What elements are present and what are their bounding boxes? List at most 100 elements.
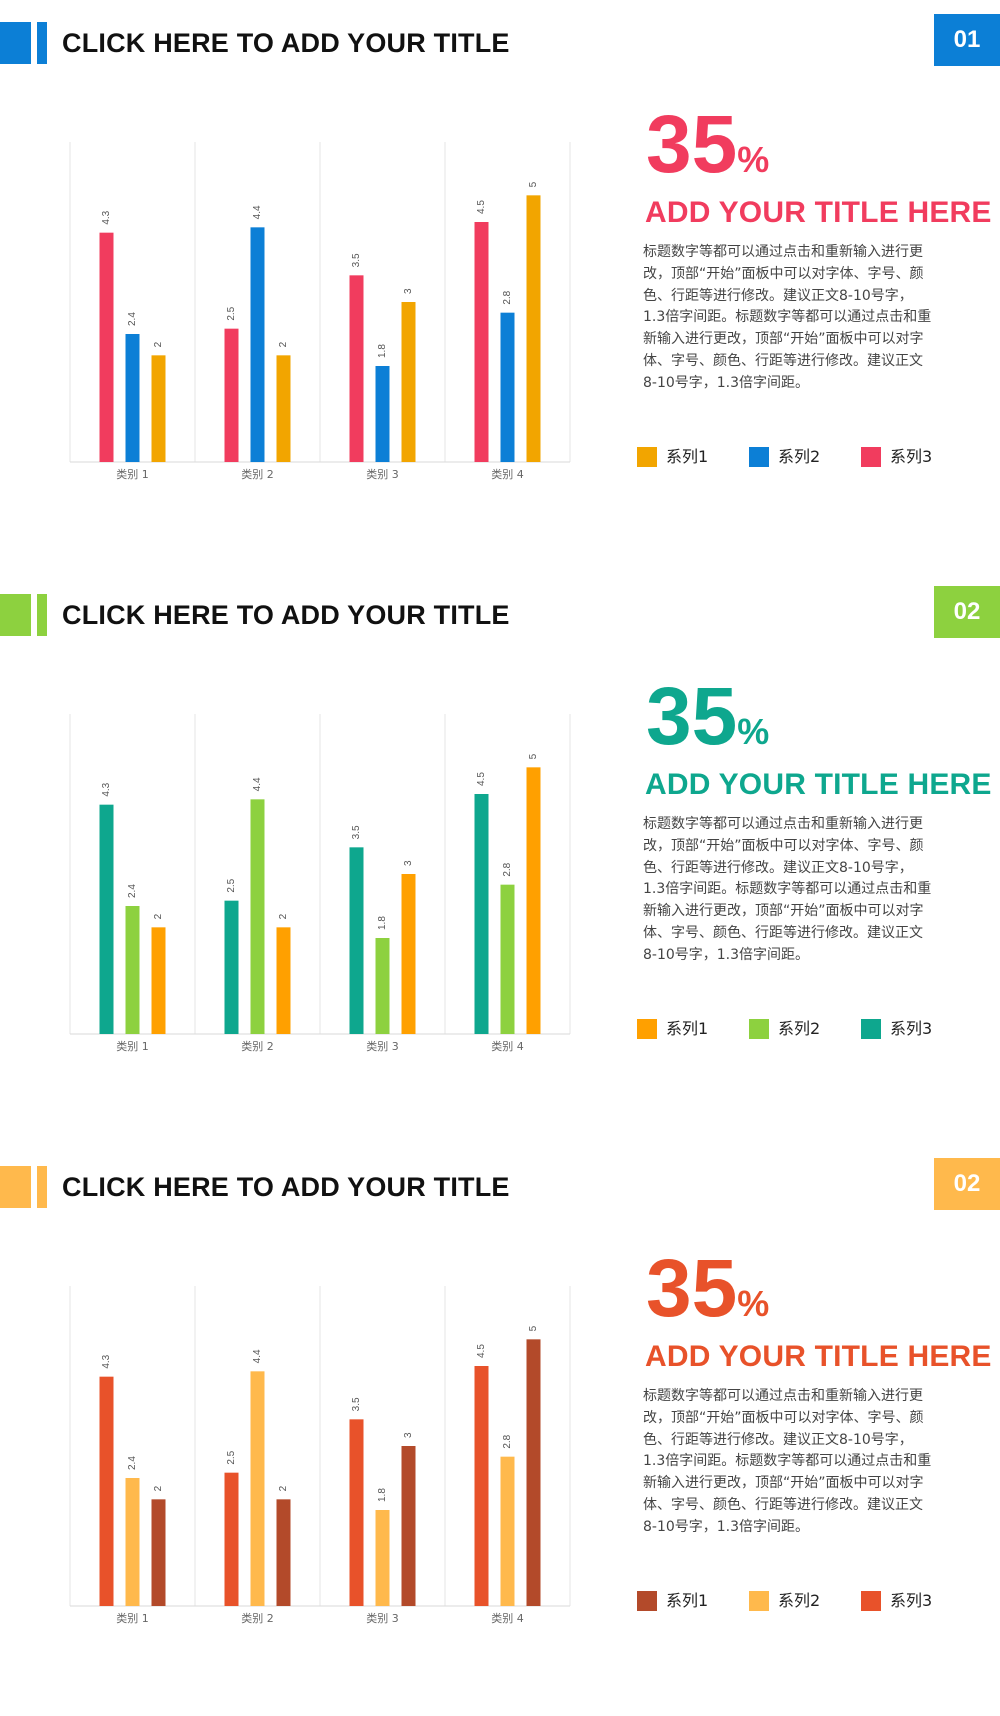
bar (250, 1371, 265, 1606)
category-label: 类别 4 (491, 467, 524, 481)
legend-swatch (637, 1019, 657, 1039)
category-label: 类别 3 (366, 1611, 399, 1625)
bar (526, 195, 541, 462)
bar-chart: 4.3 2.4 2 类别 1 2.5 4.4 2 类别 2 3.5 1.8 3 类别 3 4.5 2.8 5… (0, 1274, 600, 1644)
body-paragraph[interactable]: 标题数字等都可以通过点击和重新输入进行更改，顶部“开始”面板中可以对字体、字号、… (643, 244, 932, 391)
big-number: 35 (646, 99, 738, 190)
bar (99, 232, 114, 462)
slide-number-badge: 01 (934, 14, 1000, 66)
data-label: 2 (278, 913, 289, 919)
title-accent-bar (37, 22, 47, 64)
big-percentage[interactable]: 35% (646, 1248, 769, 1330)
legend-label: 系列2 (778, 1019, 821, 1038)
body-paragraph[interactable]: 标题数字等都可以通过点击和重新输入进行更改，顶部“开始”面板中可以对字体、字号、… (643, 1388, 932, 1535)
data-label: 3.5 (351, 825, 362, 839)
bar (349, 1419, 364, 1606)
bar (250, 227, 265, 462)
slide-number-badge: 02 (934, 1158, 1000, 1210)
data-label: 2.8 (502, 1434, 513, 1448)
bar (151, 355, 166, 462)
big-number: 35 (646, 671, 738, 762)
bar (401, 302, 416, 462)
data-label: 2 (153, 1485, 164, 1491)
highlight-subtitle[interactable]: ADD YOUR TITLE HERE (645, 1340, 992, 1373)
title-accent-block (0, 22, 31, 64)
bar (375, 1510, 390, 1606)
data-label: 4.3 (101, 210, 112, 224)
bar (276, 927, 291, 1034)
bar-chart: 4.3 2.4 2 类别 1 2.5 4.4 2 类别 2 3.5 1.8 3 类别 3 4.5 2.8 5… (0, 702, 600, 1072)
category-label: 类别 1 (116, 467, 149, 481)
data-label: 2 (153, 341, 164, 347)
legend-swatch (749, 1019, 769, 1039)
big-percentage[interactable]: 35% (646, 104, 769, 186)
bar (500, 312, 515, 462)
legend-swatch (749, 447, 769, 467)
data-label: 4.4 (252, 205, 263, 219)
bar (125, 1478, 140, 1606)
bar (375, 366, 390, 462)
data-label: 2.4 (127, 1456, 138, 1470)
big-unit: % (737, 139, 770, 180)
data-label: 2 (278, 341, 289, 347)
bar (526, 1339, 541, 1606)
legend-label: 系列3 (890, 1019, 933, 1038)
bar (474, 1366, 489, 1606)
bar (125, 906, 140, 1034)
bar (276, 355, 291, 462)
highlight-subtitle[interactable]: ADD YOUR TITLE HERE (645, 768, 992, 801)
bar (349, 847, 364, 1034)
big-unit: % (737, 711, 770, 752)
category-label: 类别 1 (116, 1039, 149, 1053)
slide-title[interactable]: CLICK HERE TO ADD YOUR TITLE (62, 600, 510, 630)
bar (500, 1456, 515, 1606)
data-label: 2.8 (502, 862, 513, 876)
bar (375, 938, 390, 1034)
category-label: 类别 2 (241, 1611, 274, 1625)
bar (99, 1376, 114, 1606)
chart-svg: 4.3 2.4 2 类别 1 2.5 4.4 2 类别 2 3.5 1.8 3 类别 3 4.5 2.8 5… (69, 714, 571, 1053)
data-label: 4.5 (476, 1344, 487, 1358)
legend-swatch (861, 1591, 881, 1611)
legend-swatch (861, 1019, 881, 1039)
data-label: 2 (153, 913, 164, 919)
data-label: 5 (528, 753, 539, 759)
legend-swatch (749, 1591, 769, 1611)
bar (474, 794, 489, 1034)
legend-label: 系列2 (778, 447, 821, 466)
highlight-subtitle[interactable]: ADD YOUR TITLE HERE (645, 196, 992, 229)
data-label: 4.3 (101, 782, 112, 796)
slide-title[interactable]: CLICK HERE TO ADD YOUR TITLE (62, 1172, 510, 1202)
legend-label: 系列1 (666, 1019, 709, 1038)
data-label: 4.5 (476, 200, 487, 214)
data-label: 1.8 (377, 344, 388, 358)
legend-label: 系列1 (666, 1591, 709, 1610)
legend-label: 系列3 (890, 447, 933, 466)
data-label: 4.4 (252, 1349, 263, 1363)
big-percentage[interactable]: 35% (646, 676, 769, 758)
data-label: 3.5 (351, 1397, 362, 1411)
data-label: 3 (403, 860, 414, 866)
slide-number-badge: 02 (934, 586, 1000, 638)
category-label: 类别 1 (116, 1611, 149, 1625)
data-label: 4.4 (252, 777, 263, 791)
bar (401, 1446, 416, 1606)
big-number: 35 (646, 1243, 738, 1334)
category-label: 类别 2 (241, 467, 274, 481)
slide-title[interactable]: CLICK HERE TO ADD YOUR TITLE (62, 28, 510, 58)
bar (401, 874, 416, 1034)
data-label: 4.3 (101, 1354, 112, 1368)
bar (224, 900, 239, 1034)
data-label: 2.5 (226, 306, 237, 320)
bar (250, 799, 265, 1034)
bar (224, 1472, 239, 1606)
data-label: 5 (528, 181, 539, 187)
bar (526, 767, 541, 1034)
legend-swatch (637, 1591, 657, 1611)
legend-swatch (861, 447, 881, 467)
data-label: 2.4 (127, 884, 138, 898)
title-accent-bar (37, 594, 47, 636)
data-label: 3.5 (351, 253, 362, 267)
body-paragraph[interactable]: 标题数字等都可以通过点击和重新输入进行更改，顶部“开始”面板中可以对字体、字号、… (643, 816, 932, 963)
data-label: 2.4 (127, 312, 138, 326)
